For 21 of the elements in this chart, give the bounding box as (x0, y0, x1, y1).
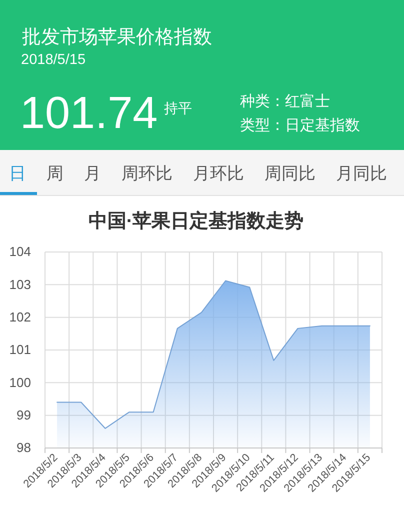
text: 种类：红富士 (240, 93, 330, 110)
y-tick-label: 102 (9, 309, 31, 324)
text: 月同比 (336, 164, 387, 183)
text: 批发市场苹果价格指数 (22, 27, 212, 48)
y-tick-label: 104 (9, 244, 31, 260)
text: 类型：日定基指数 (240, 117, 360, 134)
y-tick-label: 100 (9, 374, 31, 390)
y-tick-label: 101 (9, 342, 31, 358)
text: 周环比 (122, 164, 172, 183)
text: 持平 (164, 100, 192, 116)
y-tick-label: 103 (9, 276, 31, 292)
y-tick-label: 98 (16, 440, 31, 456)
text: 101.74 (20, 87, 158, 138)
text: 月 (84, 164, 101, 183)
chart-title: 中国·苹果日定基指数走势 (88, 210, 304, 232)
text: 2018/5/15 (21, 52, 86, 68)
text: 周同比 (264, 164, 316, 183)
y-tick-label: 99 (16, 407, 31, 422)
text: 日 (9, 164, 26, 183)
text: 周 (46, 164, 64, 183)
text: 月环比 (193, 164, 244, 183)
